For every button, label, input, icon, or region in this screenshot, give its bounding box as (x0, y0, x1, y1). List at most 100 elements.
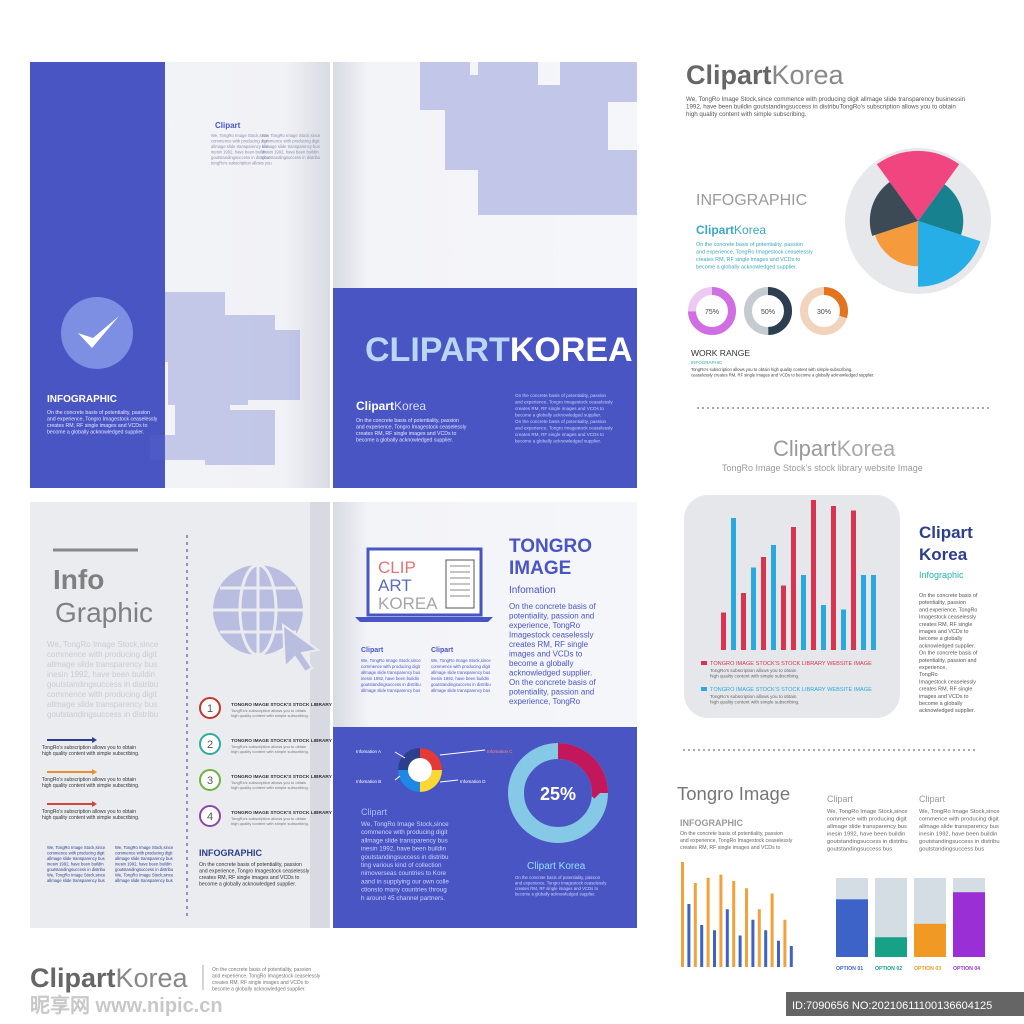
text: On the concrete basis of potentiality, p… (696, 242, 803, 248)
text: creates RM, RF single images and VCDs to (515, 432, 604, 437)
option-bar (875, 937, 907, 957)
text: allmage slide transparency bus (919, 824, 999, 830)
squares (420, 62, 637, 215)
text: high quality content with simple subscri… (710, 674, 799, 679)
text: and experience, Tongro Imagestock ceasel… (356, 425, 467, 431)
text: acknowledged supplier. (509, 669, 592, 678)
text: TongRo's subscription allows you to obta… (42, 777, 136, 783)
text: creates RM, RF single (919, 687, 972, 693)
diagram-label: Infomation C (487, 749, 513, 754)
gauge-arc (744, 287, 792, 335)
heading: Clipart (827, 794, 854, 804)
text: creates RM, RF single images and VCDs to (680, 845, 780, 851)
text: On the concrete basis of potentiality, p… (680, 831, 783, 837)
text: ctionsto many countries throug (361, 887, 447, 894)
text: high quality content with simple subscri… (231, 821, 309, 826)
text: potentiality, passion and (509, 612, 594, 621)
brand: Korea (772, 60, 845, 90)
text: On the concrete basis of (919, 651, 978, 657)
text: potentiality, passion and (919, 658, 976, 664)
bar (725, 909, 729, 967)
text: goutstandingsuccess in distribu (361, 682, 421, 687)
bar (681, 862, 684, 967)
brand: Clipart (686, 60, 772, 90)
bar (687, 904, 691, 967)
bar (721, 612, 726, 650)
title: IMAGE (509, 558, 571, 579)
text: We, TongRo Image Stock,since (47, 873, 106, 878)
bar (719, 874, 723, 967)
text: On the concrete basis of (919, 593, 978, 599)
arrow-head (92, 769, 97, 775)
text: experience, (919, 665, 947, 671)
text: aand in supplying our own colle (361, 878, 449, 885)
text: allmage slide transparency bus (47, 878, 105, 883)
text: On the concrete basis of potentiality, p… (47, 410, 150, 416)
text: become a globally (919, 636, 963, 642)
bar (871, 575, 876, 650)
text: We, TongRo Image Stock,since (827, 809, 908, 815)
text: goutstandingsuccess in distribu (431, 682, 491, 687)
text: high quality content with simple subscri… (42, 751, 139, 757)
text: and experience, Tongro Imagestock ceasel… (47, 417, 158, 423)
text: become a globally acknowledged supplier. (515, 413, 601, 418)
text: We, TongRo Image Stock,since (115, 873, 174, 878)
donut-label: 25% (540, 784, 576, 804)
text: TongRo's subscription allows you to obta… (691, 367, 852, 372)
bar (831, 506, 836, 650)
gauge-label: 75% (705, 309, 719, 316)
text: allmage slide transparency bus (361, 688, 420, 693)
text: allmage slide transparency bus (431, 688, 490, 693)
text: On the concrete basis of (509, 678, 596, 687)
cycle-diagram (394, 748, 486, 792)
bar (741, 593, 746, 650)
text: become a globally acknowledged supplier. (47, 430, 144, 436)
legend-swatch (701, 687, 707, 691)
diagram-label: Infomation A (356, 749, 381, 754)
text: TongRo's subscription allows you to obta… (42, 745, 136, 751)
brand: CLIPART (365, 331, 510, 369)
text: Imagestock ceaselessly (919, 679, 976, 685)
text: allmage slide transparency bus (262, 144, 320, 149)
heading: Clipart (431, 647, 454, 654)
text: allmage slide transparency bus (361, 837, 448, 844)
page-right (333, 62, 637, 288)
text: experience, TongRo (509, 697, 581, 706)
text: goutstandingsuccess in distribu (47, 867, 106, 872)
text: potentiality, passion and (509, 688, 594, 697)
bar (751, 567, 756, 650)
title: Tongro Image (677, 783, 790, 804)
laptop-icon (355, 547, 493, 622)
step-number: 4 (207, 811, 213, 823)
text: high quality content with simple subscri… (231, 749, 309, 754)
step-label: TONGRO IMAGE STOCK'S STOCK LIBRARY (231, 738, 333, 744)
subtitle: Infomation (509, 585, 556, 596)
text: inesin 1992, have been buildin (361, 846, 447, 853)
text: become a globally acknowledged supplier. (199, 882, 296, 888)
bar (861, 575, 866, 650)
gutter (310, 502, 330, 928)
brand: Korea (734, 223, 766, 237)
label: INFOGRAPHIC (47, 394, 117, 405)
gauge-label: 50% (761, 309, 775, 316)
heading: Clipart (361, 647, 384, 654)
bar (771, 545, 776, 650)
text: allmage slide transparency bus (361, 670, 420, 675)
laptop-text: KOREA (378, 594, 438, 613)
option-bar (914, 923, 946, 957)
bar (770, 893, 774, 967)
text: We, TongRo Image Stock,since commence wi… (686, 96, 966, 103)
bar (745, 888, 748, 967)
text: Imagestock ceaselessly (509, 631, 593, 640)
heading: Clipart (919, 794, 946, 804)
label: INFOGRAPHIC (199, 848, 263, 858)
text: goutstandingsuccess in distribu (919, 839, 1000, 845)
text: allmage slide transparency bus (47, 660, 157, 669)
text: creates RM, RF single (509, 640, 589, 649)
brand: Clipart (356, 399, 394, 413)
bar (791, 527, 796, 650)
brand: Korea (394, 399, 426, 413)
text: inesin 1992, have been buildin (115, 862, 172, 867)
text: goutstandingsuccess in distribu (115, 867, 174, 872)
